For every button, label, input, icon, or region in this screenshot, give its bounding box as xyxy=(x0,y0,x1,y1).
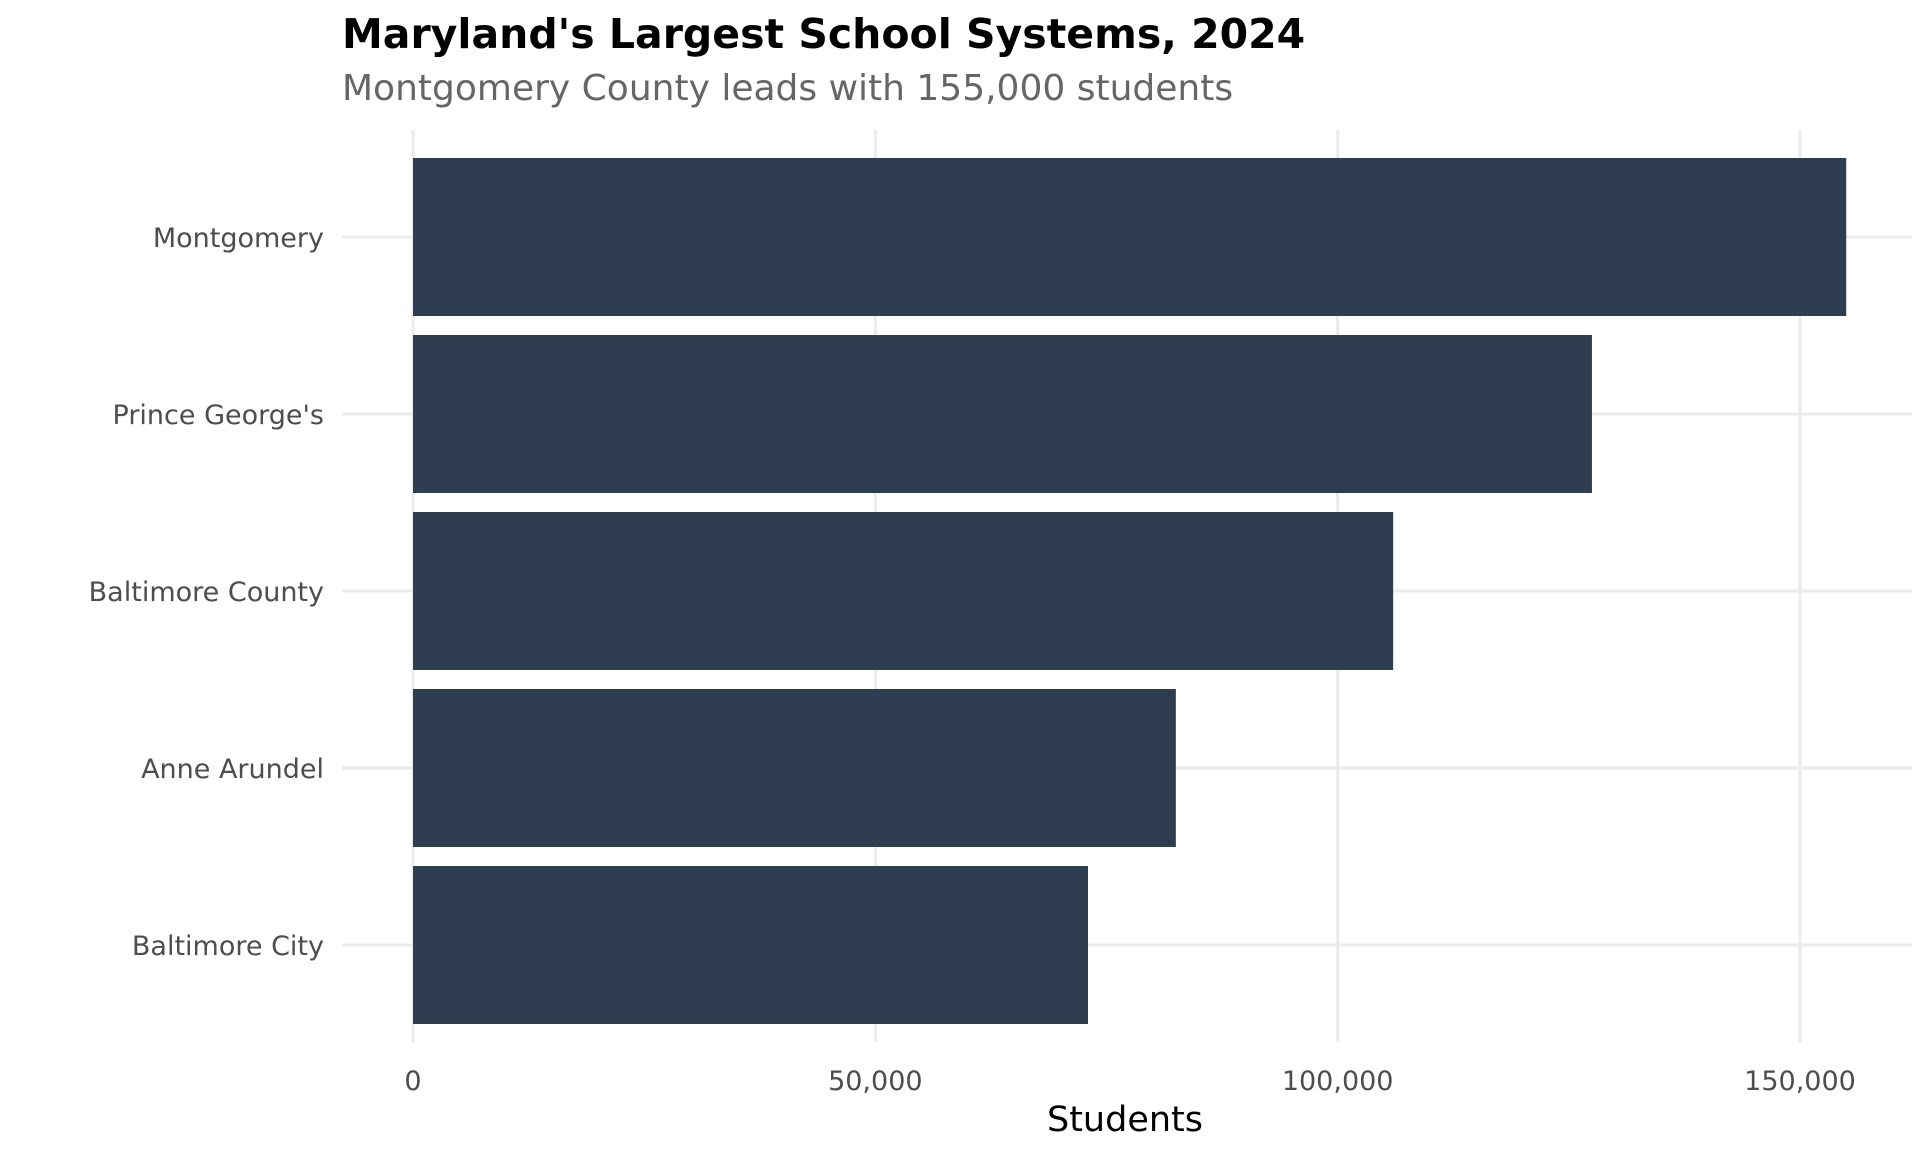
y-tick-label: Baltimore City xyxy=(132,931,324,962)
chart-subtitle: Montgomery County leads with 155,000 stu… xyxy=(342,68,1234,109)
x-tick-label: 150,000 xyxy=(1744,1066,1856,1097)
y-tick-label: Montgomery xyxy=(153,223,324,254)
y-tick-label: Anne Arundel xyxy=(141,754,324,785)
x-tick-label: 100,000 xyxy=(1282,1066,1394,1097)
x-tick-label: 0 xyxy=(404,1066,421,1097)
bars xyxy=(413,158,1847,1024)
x-axis-title: Students xyxy=(1047,1100,1203,1140)
x-tick-label: 50,000 xyxy=(828,1066,922,1097)
x-axis-tick-labels: 0 50,000 100,000 150,000 xyxy=(404,1066,1855,1097)
bar xyxy=(413,866,1089,1024)
bar xyxy=(413,689,1176,847)
bar xyxy=(413,335,1592,493)
y-axis-tick-labels: Montgomery Prince George's Baltimore Count… xyxy=(89,223,324,962)
y-tick-label: Baltimore County xyxy=(89,577,324,608)
bar xyxy=(413,512,1394,670)
chart-title: Maryland's Largest School Systems, 2024 xyxy=(342,10,1306,58)
bar xyxy=(413,158,1847,316)
y-tick-label: Prince George's xyxy=(113,400,324,431)
